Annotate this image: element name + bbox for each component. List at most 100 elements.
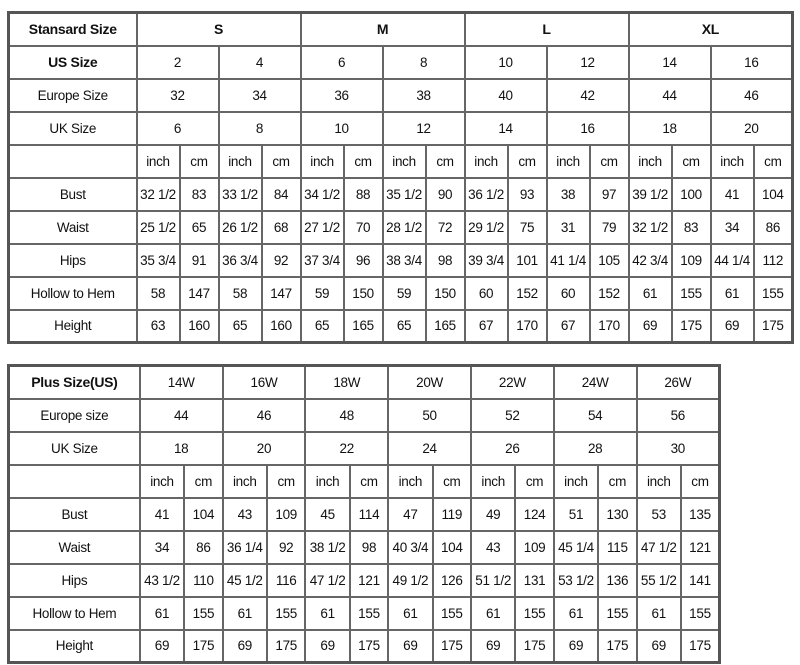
us-size-cell: 16W bbox=[221, 364, 307, 400]
unit-inch-header: inch bbox=[221, 463, 268, 499]
europe-size-cell: 48 bbox=[304, 397, 390, 433]
europe-size-cell: 38 bbox=[381, 77, 466, 113]
cm-value: 93 bbox=[506, 176, 548, 212]
size-group-xl: XL bbox=[627, 11, 794, 47]
unit-cm-header: cm bbox=[514, 463, 555, 499]
inch-value: 33 1/2 bbox=[217, 176, 263, 212]
inch-value: 61 bbox=[221, 595, 268, 631]
europe-size-cell: 52 bbox=[469, 397, 555, 433]
unit-inch-header: inch bbox=[635, 463, 682, 499]
inch-value: 43 1/2 bbox=[138, 562, 186, 598]
unit-cm-header: cm bbox=[431, 463, 472, 499]
cm-value: 175 bbox=[679, 628, 721, 664]
unit-inch-header: inch bbox=[387, 463, 434, 499]
inch-value: 69 bbox=[635, 628, 682, 664]
inch-value: 63 bbox=[135, 308, 181, 344]
cm-value: 124 bbox=[514, 496, 555, 532]
unit-cm-header: cm bbox=[670, 143, 712, 179]
cm-value: 160 bbox=[178, 308, 220, 344]
unit-cm-header: cm bbox=[588, 143, 630, 179]
uk-size-cell: 10 bbox=[299, 110, 384, 146]
cm-value: 91 bbox=[178, 242, 220, 278]
cm-value: 175 bbox=[752, 308, 794, 344]
header-label: Plus Size(US) bbox=[7, 364, 141, 400]
cm-value: 116 bbox=[265, 562, 307, 598]
cm-value: 97 bbox=[588, 176, 630, 212]
cm-value: 121 bbox=[348, 562, 390, 598]
inch-value: 43 bbox=[221, 496, 268, 532]
inch-value: 25 1/2 bbox=[135, 209, 181, 245]
unit-cm-header: cm bbox=[342, 143, 384, 179]
uk-size-cell: 16 bbox=[545, 110, 630, 146]
us-size-cell: 20W bbox=[387, 364, 472, 400]
measurement-label: Hips bbox=[7, 562, 141, 598]
inch-value: 53 bbox=[635, 496, 682, 532]
inch-value: 51 bbox=[552, 496, 600, 532]
europe-size-cell: 46 bbox=[709, 77, 794, 113]
inch-value: 61 bbox=[304, 595, 351, 631]
unit-cm-header: cm bbox=[183, 463, 224, 499]
inch-value: 61 bbox=[627, 275, 673, 311]
inch-value: 37 3/4 bbox=[299, 242, 345, 278]
cm-value: 86 bbox=[183, 529, 224, 565]
cm-value: 155 bbox=[752, 275, 794, 311]
cm-value: 119 bbox=[431, 496, 472, 532]
unit-row: inch cm inch cm inch cm inch cm inch cm inch cm inch… bbox=[7, 463, 721, 499]
inch-value: 67 bbox=[463, 308, 509, 344]
us-size-cell: 10 bbox=[463, 44, 548, 80]
cm-value: 175 bbox=[348, 628, 390, 664]
inch-value: 69 bbox=[709, 308, 755, 344]
cm-value: 84 bbox=[260, 176, 302, 212]
inch-value: 59 bbox=[381, 275, 427, 311]
unit-inch-header: inch bbox=[627, 143, 673, 179]
cm-value: 101 bbox=[506, 242, 548, 278]
unit-cm-header: cm bbox=[679, 463, 721, 499]
inch-value: 69 bbox=[627, 308, 673, 344]
us-size-row: US Size 2 4 6 8 10 12 14 16 bbox=[7, 44, 794, 80]
cm-value: 88 bbox=[342, 176, 384, 212]
plus-size-table: Plus Size(US) 14W 16W 18W 20W 22W 24W 26W Europe… bbox=[7, 364, 721, 664]
uk-size-cell: 18 bbox=[627, 110, 712, 146]
unit-cm-header: cm bbox=[752, 143, 794, 179]
size-group-row: Stansard Size S M L XL bbox=[7, 11, 794, 47]
unit-cm-header: cm bbox=[265, 463, 307, 499]
cm-value: 131 bbox=[514, 562, 555, 598]
cm-value: 109 bbox=[670, 242, 712, 278]
europe-size-cell: 56 bbox=[635, 397, 721, 433]
inch-value: 39 1/2 bbox=[627, 176, 673, 212]
inch-value: 65 bbox=[299, 308, 345, 344]
cm-value: 112 bbox=[752, 242, 794, 278]
cm-value: 98 bbox=[424, 242, 466, 278]
inch-value: 32 1/2 bbox=[627, 209, 673, 245]
inch-value: 69 bbox=[304, 628, 351, 664]
measurement-label: Bust bbox=[7, 176, 138, 212]
uk-size-label: UK Size bbox=[7, 430, 141, 466]
us-size-cell: 16 bbox=[709, 44, 794, 80]
inch-value: 53 1/2 bbox=[552, 562, 600, 598]
cm-value: 90 bbox=[424, 176, 466, 212]
measurement-row-height: Height 69 175 69 175 69 175 69 175 69 175 69 175 69 17… bbox=[7, 628, 721, 664]
cm-value: 155 bbox=[597, 595, 638, 631]
measurement-row-waist: Waist 25 1/2 65 26 1/2 68 27 1/2 70 28 1/2 72 29 … bbox=[7, 209, 794, 245]
cm-value: 175 bbox=[265, 628, 307, 664]
inch-value: 55 1/2 bbox=[635, 562, 682, 598]
inch-value: 31 bbox=[545, 209, 591, 245]
inch-value: 45 1/2 bbox=[221, 562, 268, 598]
empty-cell bbox=[7, 143, 138, 179]
uk-size-cell: 12 bbox=[381, 110, 466, 146]
cm-value: 104 bbox=[752, 176, 794, 212]
cm-value: 109 bbox=[514, 529, 555, 565]
cm-value: 150 bbox=[342, 275, 384, 311]
size-group-m: M bbox=[299, 11, 466, 47]
uk-size-cell: 20 bbox=[709, 110, 794, 146]
uk-size-cell: 6 bbox=[135, 110, 220, 146]
inch-value: 47 1/2 bbox=[635, 529, 682, 565]
cm-value: 165 bbox=[424, 308, 466, 344]
cm-value: 155 bbox=[679, 595, 721, 631]
europe-size-label: Europe Size bbox=[7, 77, 138, 113]
cm-value: 96 bbox=[342, 242, 384, 278]
cm-value: 114 bbox=[348, 496, 390, 532]
unit-cm-header: cm bbox=[260, 143, 302, 179]
inch-value: 65 bbox=[217, 308, 263, 344]
inch-value: 36 3/4 bbox=[217, 242, 263, 278]
